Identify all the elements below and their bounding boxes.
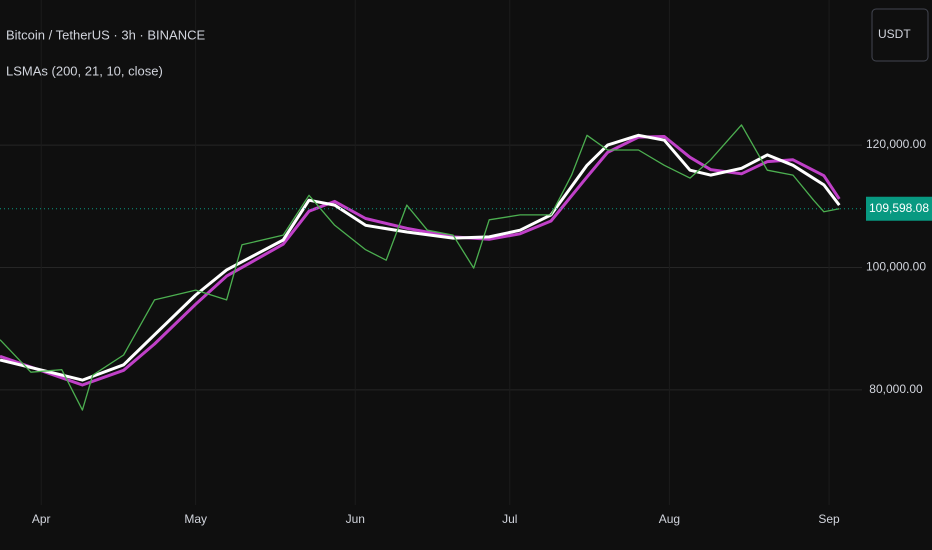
x-tick-label: Jun <box>346 512 365 526</box>
last-price-tag <box>866 196 932 221</box>
x-tick-label: Jul <box>502 512 517 526</box>
y-tick-label: 100,000.00 <box>866 260 926 274</box>
x-tick-label: Sep <box>818 512 840 526</box>
line <box>0 133 841 382</box>
line <box>0 135 841 387</box>
currency-label[interactable]: USDT <box>878 27 911 41</box>
last-price-label: 109,598.08 <box>869 201 929 215</box>
x-tick-label: Aug <box>659 512 680 526</box>
indicator-label: LSMAs (200, 21, 10, close) <box>6 63 163 78</box>
line <box>0 124 840 411</box>
currency-button[interactable] <box>871 8 929 62</box>
y-tick-label: 120,000.00 <box>866 137 926 151</box>
chart-title: Bitcoin / TetherUS · 3h · BINANCE <box>6 27 205 42</box>
x-tick-label: May <box>184 512 207 526</box>
y-tick-label: 80,000.00 <box>869 382 923 396</box>
x-tick-label: Apr <box>32 512 51 526</box>
